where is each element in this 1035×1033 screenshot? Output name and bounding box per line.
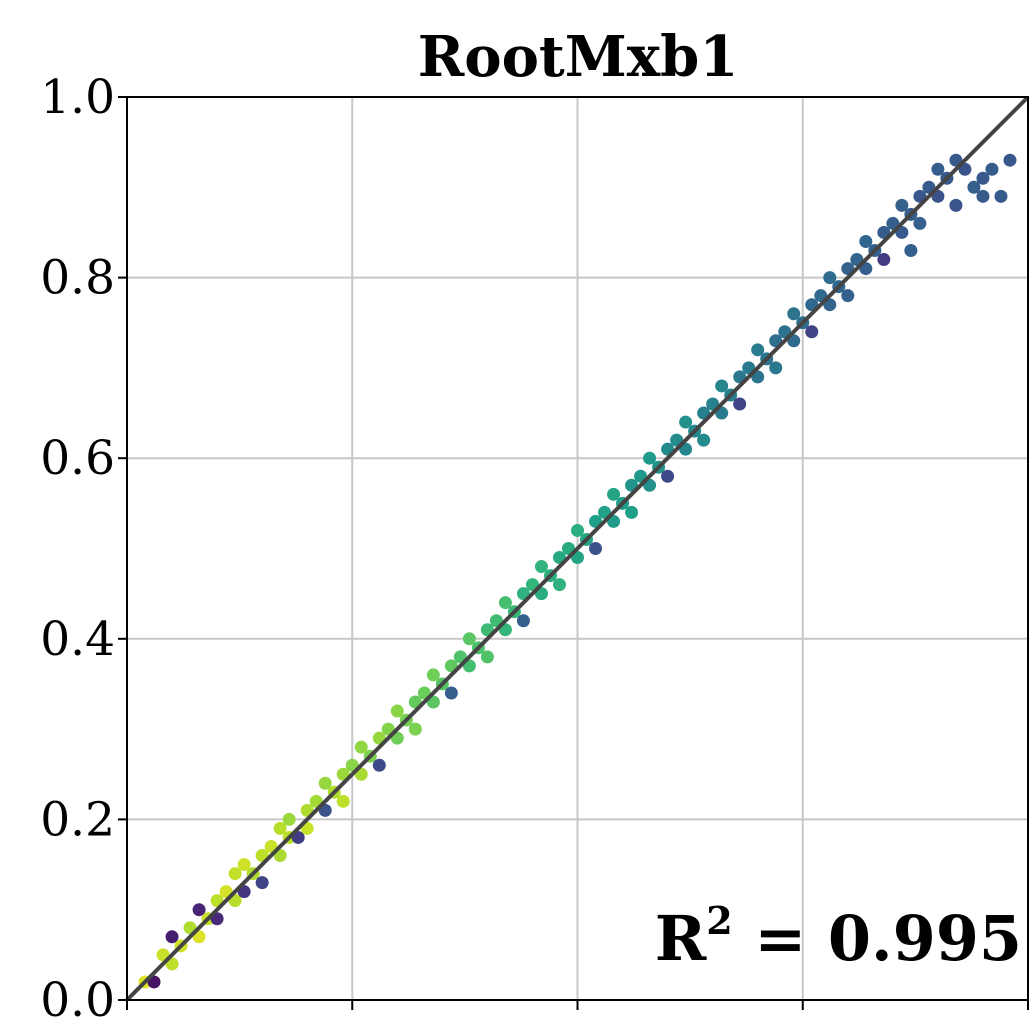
r-squared-annotation: R2 = 0.995 <box>655 898 1022 975</box>
data-point <box>769 361 783 375</box>
data-point <box>318 776 332 790</box>
r-squared-base: R <box>655 902 707 975</box>
axis-ticks: 0.0 0.2 0.4 0.6 0.8 1.0 <box>40 70 1029 1028</box>
data-point <box>372 758 386 772</box>
data-point <box>237 858 251 872</box>
data-point <box>697 433 711 447</box>
reference-line <box>125 95 1030 1002</box>
y-tick-label: 0.2 <box>40 792 115 847</box>
data-point <box>643 451 657 465</box>
data-point <box>273 821 287 835</box>
data-point <box>571 523 584 537</box>
data-point <box>895 198 909 212</box>
data-point <box>859 234 873 248</box>
data-point <box>480 650 494 664</box>
data-point <box>661 469 675 483</box>
data-point <box>390 704 404 718</box>
data-point <box>444 686 458 700</box>
data-point <box>336 794 350 808</box>
data-point <box>282 812 296 826</box>
data-point <box>805 325 819 339</box>
r-squared-value: = 0.995 <box>733 902 1022 975</box>
data-point <box>715 379 729 393</box>
data-point <box>354 740 368 754</box>
data-point <box>552 578 566 592</box>
data-point <box>516 614 530 628</box>
data-point <box>976 189 990 203</box>
data-point <box>534 560 548 574</box>
y-tick-label: 0.4 <box>40 612 115 667</box>
data-point <box>904 244 918 258</box>
data-point <box>733 397 747 411</box>
data-point <box>787 307 801 321</box>
data-point <box>994 189 1008 203</box>
data-point <box>165 930 179 944</box>
data-point <box>255 876 269 890</box>
data-point <box>985 162 999 176</box>
data-point <box>462 632 476 646</box>
data-point <box>841 289 855 303</box>
r-squared-superscript: 2 <box>706 898 732 943</box>
grid <box>127 97 1028 1000</box>
y-tick-label: 1.0 <box>40 70 115 125</box>
data-point <box>192 903 206 917</box>
data-point <box>498 596 512 610</box>
data-point <box>589 542 603 555</box>
data-point <box>228 867 242 881</box>
data-point <box>1003 153 1017 167</box>
y-tick-label: 0.6 <box>40 431 115 486</box>
data-point <box>913 216 927 230</box>
data-point <box>679 415 693 429</box>
data-point <box>751 343 765 357</box>
data-point <box>877 253 891 267</box>
chart-title: RootMxb1 <box>418 24 739 90</box>
data-point <box>823 271 837 285</box>
data-point <box>426 668 440 682</box>
data-point <box>976 171 990 185</box>
data-point <box>949 198 963 212</box>
data-point <box>607 487 621 501</box>
data-point <box>625 505 639 519</box>
y-tick-label: 0.8 <box>40 251 115 306</box>
y-tick-label: 0.0 <box>40 973 115 1028</box>
data-point <box>408 722 422 736</box>
data-point <box>931 162 945 176</box>
data-point <box>967 180 981 194</box>
